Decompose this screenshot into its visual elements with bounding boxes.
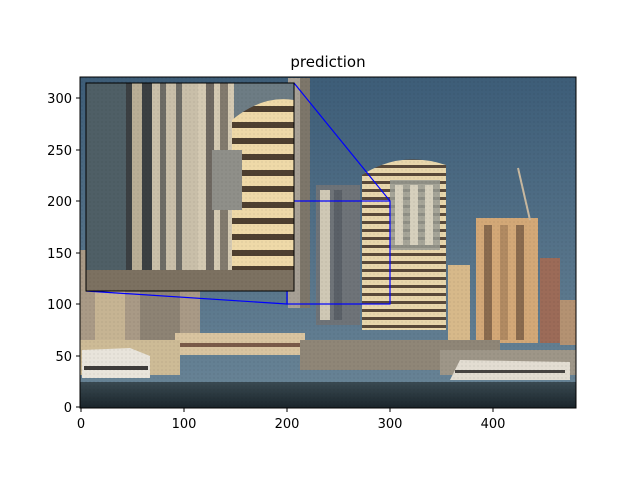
x-tick-label: 300 <box>378 417 403 432</box>
y-tick-label: 150 <box>47 247 72 262</box>
y-axis: 0 50 100 150 200 250 300 <box>47 92 80 416</box>
zoom-connector-top <box>293 82 391 202</box>
x-tick-label: 100 <box>172 417 197 432</box>
plot-title: prediction <box>290 53 365 71</box>
y-tick-label: 50 <box>55 350 72 365</box>
x-tick-label: 400 <box>481 417 506 432</box>
x-axis: 0 100 200 300 400 <box>77 408 506 432</box>
x-tick-label: 200 <box>275 417 300 432</box>
zoom-inset-frame <box>85 82 295 292</box>
y-tick-label: 200 <box>47 195 72 210</box>
y-tick-label: 250 <box>47 144 72 159</box>
y-tick-label: 300 <box>47 92 72 107</box>
zoom-connector-bottom <box>85 290 288 305</box>
axes-frame <box>79 76 577 409</box>
y-tick-label: 100 <box>47 298 72 313</box>
x-tick-label: 0 <box>77 417 85 432</box>
zoom-inset <box>86 83 294 291</box>
y-tick-label: 0 <box>64 401 72 416</box>
